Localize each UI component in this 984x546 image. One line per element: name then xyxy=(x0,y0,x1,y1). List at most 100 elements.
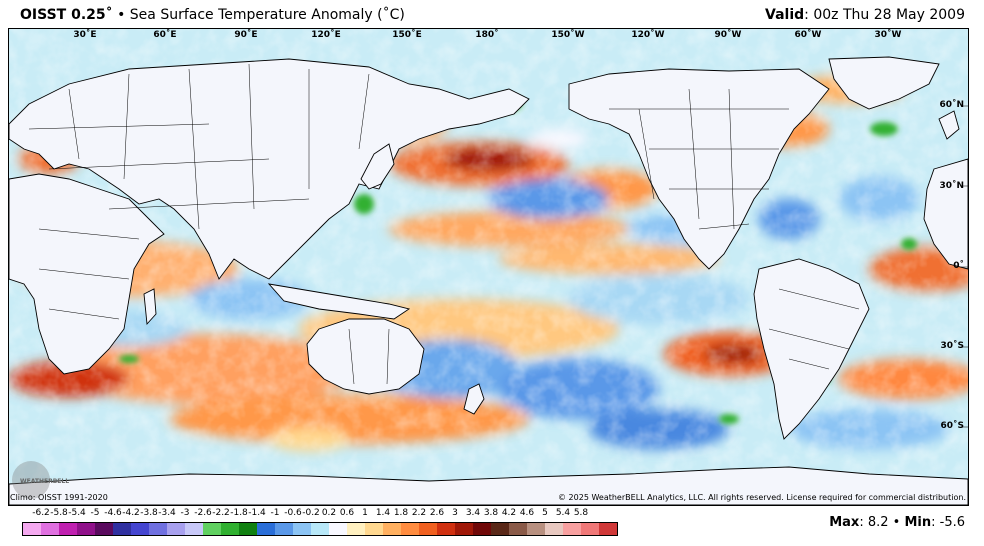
colorbar-tick-label: 5.4 xyxy=(555,508,571,518)
colorbar-swatch xyxy=(59,523,77,535)
colorbar-swatch xyxy=(329,523,347,535)
colorbar-tick-label: 3.8 xyxy=(483,508,499,518)
colorbar-tick-label: 3 xyxy=(452,508,458,518)
colorbar-swatch xyxy=(365,523,383,535)
eurasia xyxy=(9,58,530,280)
lon-label-120w: 120˚W xyxy=(631,30,665,40)
colorbar-tick-label: -1.4 xyxy=(248,508,266,518)
colorbar-tick-label: 1 xyxy=(362,508,368,518)
colorbar-tick-label: -6.2 xyxy=(32,508,50,518)
colorbar-tick-label: -5.8 xyxy=(50,508,68,518)
min-label: Min xyxy=(904,515,932,530)
min-value: : -5.6 xyxy=(931,515,965,530)
colorbar-swatch xyxy=(509,523,527,535)
map-canvas xyxy=(9,29,968,505)
lon-label-90w: 90˚W xyxy=(714,30,742,40)
colorbar-swatch xyxy=(239,523,257,535)
chart-title: OISST 0.25˚ • Sea Surface Temperature An… xyxy=(20,7,405,23)
lat-label-30s: 30˚S xyxy=(940,341,964,351)
colorbar-tick-label: -3.8 xyxy=(140,508,158,518)
japan xyxy=(360,143,395,190)
colorbar-tick-label: 2.6 xyxy=(429,508,445,518)
colorbar-swatch xyxy=(347,523,365,535)
colorbar-swatch xyxy=(167,523,185,535)
colorbar-swatch xyxy=(95,523,113,535)
lat-label-60n: 60˚N xyxy=(939,100,964,110)
colorbar-tick-label: -1 xyxy=(270,508,280,518)
colorbar-swatch xyxy=(473,523,491,535)
colorbar-swatch xyxy=(563,523,581,535)
colorbar-tick-label: -4.2 xyxy=(122,508,140,518)
sst-anomaly-map xyxy=(8,28,969,506)
max-value: : 8.2 xyxy=(859,515,889,530)
colorbar-swatch xyxy=(131,523,149,535)
max-label: Max xyxy=(829,515,860,530)
colorbar-swatch xyxy=(203,523,221,535)
weatherbell-logo xyxy=(12,461,50,499)
country-borders xyxy=(28,63,860,385)
colorbar-swatch xyxy=(77,523,95,535)
land-masses xyxy=(9,56,968,505)
colorbar-swatch xyxy=(293,523,311,535)
lon-label-30e: 30˚E xyxy=(73,30,97,40)
colorbar-tick-label: 1.8 xyxy=(393,508,409,518)
valid-time-value: : 00z Thu 28 May 2009 xyxy=(804,7,965,23)
uk-ireland xyxy=(938,110,960,140)
colorbar-swatch xyxy=(545,523,563,535)
colorbar-swatch xyxy=(401,523,419,535)
colorbar-swatch xyxy=(599,523,617,535)
lat-label-30n: 30˚N xyxy=(939,181,964,191)
lon-label-30w: 30˚W xyxy=(874,30,902,40)
greenland xyxy=(828,56,940,110)
colorbar-tick-label: 1.4 xyxy=(375,508,391,518)
colorbar-tick-label: -3 xyxy=(180,508,190,518)
colorbar-swatch xyxy=(419,523,437,535)
colorbar-tick-label: -5.4 xyxy=(68,508,86,518)
australia xyxy=(306,318,425,395)
colorbar-tick-label: 5 xyxy=(542,508,548,518)
max-min-readout: Max: 8.2 • Min: -5.6 xyxy=(829,515,965,530)
colorbar-swatch xyxy=(41,523,59,535)
lon-label-60w: 60˚W xyxy=(794,30,822,40)
colorbar-swatch xyxy=(275,523,293,535)
colorbar-tick-label: 5.8 xyxy=(573,508,589,518)
valid-label: Valid xyxy=(765,7,805,23)
maxmin-separator: • xyxy=(892,515,901,530)
lon-label-150w: 150˚W xyxy=(551,30,585,40)
africa xyxy=(9,173,165,375)
lon-label-90e: 90˚E xyxy=(234,30,258,40)
colorbar-swatch xyxy=(149,523,167,535)
colorbar-tick-label: 0.6 xyxy=(339,508,355,518)
valid-time: Valid: 00z Thu 28 May 2009 xyxy=(765,7,965,23)
logo-text: WEATHERBELL xyxy=(20,478,70,485)
colorbar-swatch xyxy=(455,523,473,535)
colorbar-swatch xyxy=(491,523,509,535)
colorbar-swatch xyxy=(113,523,131,535)
south-america xyxy=(753,258,870,440)
colorbar-swatch xyxy=(221,523,239,535)
colorbar-tick-label: -2.2 xyxy=(212,508,230,518)
iberia-west-africa xyxy=(923,158,968,270)
colorbar-tick-label: -3.4 xyxy=(158,508,176,518)
colorbar-swatch xyxy=(437,523,455,535)
colorbar-tick-label: -4.6 xyxy=(104,508,122,518)
title-separator: • xyxy=(117,7,126,23)
colorbar-swatch xyxy=(185,523,203,535)
colorbar-tick-label: -0.6 xyxy=(284,508,302,518)
colorbar-swatch xyxy=(581,523,599,535)
product-name: OISST 0.25˚ xyxy=(20,7,113,23)
lat-label-60s: 60˚S xyxy=(940,421,964,431)
indonesia xyxy=(267,283,411,320)
north-america xyxy=(568,68,830,270)
colorbar-tick-label: -1.8 xyxy=(230,508,248,518)
colorbar-swatch xyxy=(23,523,41,535)
colorbar-tick-label: 3.4 xyxy=(465,508,481,518)
climo-note: Climo: OISST 1991-2020 xyxy=(10,493,108,502)
lon-label-60e: 60˚E xyxy=(153,30,177,40)
colorbar-tick-label: 2.2 xyxy=(411,508,427,518)
lon-label-120e: 120˚E xyxy=(311,30,341,40)
colorbar-swatch xyxy=(383,523,401,535)
madagascar xyxy=(143,288,157,326)
lon-label-150e: 150˚E xyxy=(392,30,422,40)
antarctica xyxy=(9,466,968,505)
